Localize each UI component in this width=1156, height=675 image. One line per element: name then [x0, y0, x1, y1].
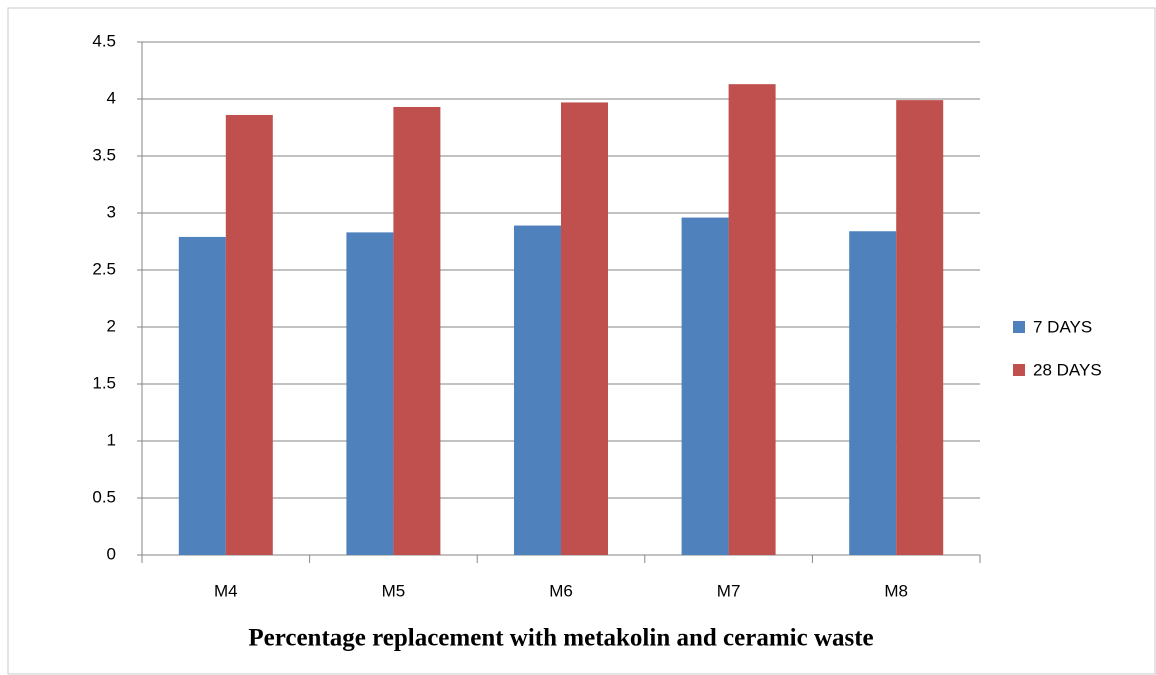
bar	[225, 114, 273, 556]
bar	[849, 231, 897, 556]
y-tick-label: 4	[107, 88, 116, 107]
y-tick-label: 1.5	[92, 373, 116, 392]
y-tick-label: 4.5	[92, 31, 116, 50]
y-tick-label: 1	[107, 430, 116, 449]
y-tick-label: 0.5	[92, 487, 116, 506]
y-tick-label: 2	[107, 316, 116, 335]
x-tick-label: M8	[884, 581, 908, 600]
legend-swatch	[1013, 321, 1025, 333]
chart-border	[7, 7, 1156, 675]
legend-label: 7 DAYS	[1033, 317, 1092, 336]
x-tick-label: M4	[214, 581, 238, 600]
x-tick-label: M5	[382, 581, 406, 600]
bar	[178, 236, 226, 555]
bar	[393, 106, 441, 555]
bar	[514, 225, 561, 556]
bar	[561, 102, 608, 556]
y-tick-label: 0	[107, 544, 116, 563]
y-tick-label: 3	[107, 202, 116, 221]
legend-swatch	[1013, 364, 1025, 376]
legend-label: 28 DAYS	[1033, 360, 1102, 379]
bar	[346, 232, 394, 555]
x-axis-title: Percentage replacement with metakolin an…	[248, 625, 873, 652]
y-tick-label: 2.5	[92, 259, 116, 278]
x-tick-label: M7	[717, 581, 741, 600]
bar	[728, 84, 776, 556]
x-tick-label: M6	[549, 581, 573, 600]
bar	[896, 100, 944, 555]
bar	[681, 217, 729, 555]
y-tick-label: 3.5	[92, 145, 116, 164]
